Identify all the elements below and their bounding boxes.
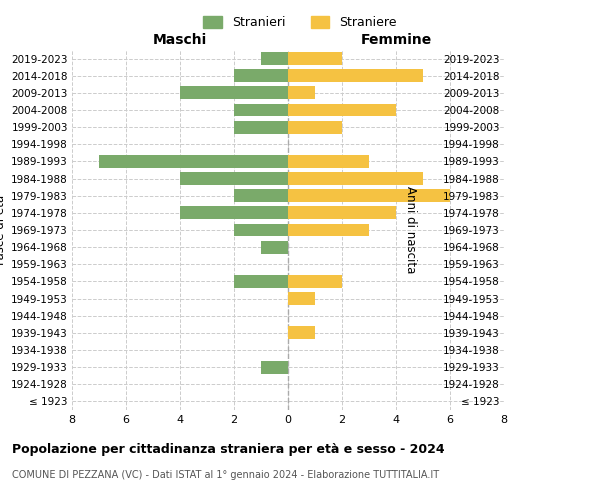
Bar: [288, 52, 342, 65]
Bar: [180, 206, 288, 220]
Bar: [234, 224, 288, 236]
Y-axis label: Fasce di età: Fasce di età: [0, 195, 7, 265]
Y-axis label: Anni di nascita: Anni di nascita: [404, 186, 417, 274]
Bar: [288, 86, 315, 100]
Bar: [234, 70, 288, 82]
Bar: [288, 275, 342, 288]
Bar: [288, 326, 315, 340]
Bar: [288, 224, 369, 236]
Text: Maschi: Maschi: [153, 32, 207, 46]
Bar: [288, 292, 315, 305]
Text: COMUNE DI PEZZANA (VC) - Dati ISTAT al 1° gennaio 2024 - Elaborazione TUTTITALIA: COMUNE DI PEZZANA (VC) - Dati ISTAT al 1…: [12, 470, 439, 480]
Bar: [288, 155, 369, 168]
Bar: [288, 172, 423, 185]
Bar: [288, 70, 423, 82]
Text: Femmine: Femmine: [361, 32, 431, 46]
Legend: Stranieri, Straniere: Stranieri, Straniere: [198, 11, 402, 34]
Bar: [288, 206, 396, 220]
Bar: [99, 155, 288, 168]
Bar: [180, 172, 288, 185]
Bar: [288, 190, 450, 202]
Text: Popolazione per cittadinanza straniera per età e sesso - 2024: Popolazione per cittadinanza straniera p…: [12, 442, 445, 456]
Bar: [234, 120, 288, 134]
Bar: [234, 275, 288, 288]
Bar: [180, 86, 288, 100]
Bar: [288, 120, 342, 134]
Bar: [234, 190, 288, 202]
Bar: [261, 240, 288, 254]
Bar: [288, 104, 396, 117]
Bar: [261, 52, 288, 65]
Bar: [234, 104, 288, 117]
Bar: [261, 360, 288, 374]
